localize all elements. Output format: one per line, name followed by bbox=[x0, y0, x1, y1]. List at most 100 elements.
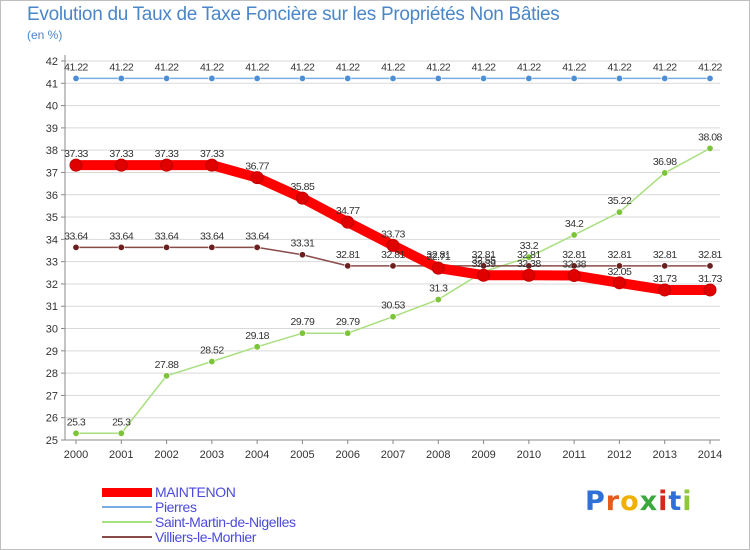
data-point bbox=[703, 283, 717, 297]
data-label: 41.22 bbox=[109, 61, 133, 73]
y-tick-label: 26 bbox=[46, 413, 58, 425]
logo-letter: t bbox=[668, 486, 683, 517]
data-label: 33.64 bbox=[200, 230, 224, 242]
data-point bbox=[344, 74, 352, 82]
data-point bbox=[205, 158, 219, 172]
y-tick-label: 34 bbox=[46, 234, 58, 246]
data-point bbox=[431, 261, 445, 275]
data-label: 35.85 bbox=[291, 181, 315, 193]
data-label: 32.39 bbox=[472, 258, 496, 270]
data-point bbox=[661, 74, 669, 82]
data-point bbox=[117, 74, 125, 82]
chart-title: Evolution du Taux de Taxe Foncière sur l… bbox=[27, 4, 560, 25]
data-label: 29.79 bbox=[336, 316, 360, 328]
data-label: 41.22 bbox=[698, 61, 722, 73]
data-point bbox=[298, 329, 306, 337]
data-label: 33.64 bbox=[245, 230, 269, 242]
data-point bbox=[706, 74, 714, 82]
x-tick-label: 2002 bbox=[154, 449, 178, 461]
data-label: 27.88 bbox=[155, 359, 179, 371]
logo-letter: i bbox=[658, 486, 669, 517]
y-tick-label: 35 bbox=[46, 212, 58, 224]
data-point bbox=[160, 158, 174, 172]
data-point bbox=[72, 243, 80, 251]
data-point bbox=[163, 243, 171, 251]
logo-letter: r bbox=[605, 486, 621, 517]
data-label: 31.3 bbox=[429, 283, 448, 295]
data-point bbox=[567, 268, 581, 282]
data-point bbox=[570, 231, 578, 239]
data-point bbox=[612, 276, 626, 290]
x-tick-label: 2007 bbox=[381, 449, 405, 461]
logo-letter: P bbox=[585, 486, 606, 517]
data-label: 35.22 bbox=[608, 195, 632, 207]
y-tick-label: 42 bbox=[46, 56, 58, 68]
data-label: 37.33 bbox=[200, 148, 224, 160]
x-tick-label: 2004 bbox=[245, 449, 269, 461]
legend-label: Villiers-le-Morhier bbox=[155, 529, 257, 545]
data-label: 32.81 bbox=[472, 249, 496, 261]
y-tick-label: 41 bbox=[46, 78, 58, 90]
y-tick-label: 28 bbox=[46, 368, 58, 380]
data-label: 33.73 bbox=[381, 228, 405, 240]
x-tick-label: 2013 bbox=[652, 449, 676, 461]
proxiti-logo: Proxiti bbox=[585, 486, 693, 517]
y-tick-label: 31 bbox=[46, 301, 58, 313]
data-label: 38.08 bbox=[698, 131, 722, 143]
x-tick-label: 2000 bbox=[64, 449, 88, 461]
x-tick-label: 2010 bbox=[517, 449, 541, 461]
data-point bbox=[298, 74, 306, 82]
logo-letter: o bbox=[620, 486, 640, 517]
data-point bbox=[389, 74, 397, 82]
x-tick-label: 2006 bbox=[335, 449, 359, 461]
legend-swatch bbox=[102, 488, 152, 497]
data-point bbox=[525, 253, 533, 261]
data-point bbox=[114, 158, 128, 172]
data-label: 36.98 bbox=[653, 156, 677, 168]
data-point bbox=[615, 208, 623, 216]
data-point bbox=[658, 283, 672, 297]
legend-label: Saint-Martin-de-Nigelles bbox=[155, 514, 296, 530]
data-point bbox=[522, 268, 536, 282]
legend-label: MAINTENON bbox=[155, 484, 236, 500]
x-tick-label: 2008 bbox=[426, 449, 450, 461]
y-tick-label: 25 bbox=[46, 435, 58, 447]
data-point bbox=[344, 329, 352, 337]
y-tick-label: 30 bbox=[46, 324, 58, 336]
data-label: 41.22 bbox=[426, 61, 450, 73]
data-label: 33.31 bbox=[291, 238, 315, 250]
data-label: 41.22 bbox=[200, 61, 224, 73]
y-tick-label: 27 bbox=[46, 390, 58, 402]
data-label: 32.38 bbox=[562, 258, 586, 270]
data-point bbox=[253, 243, 261, 251]
data-point bbox=[117, 243, 125, 251]
data-label: 32.81 bbox=[653, 249, 677, 261]
data-point bbox=[117, 429, 125, 437]
data-label: 33.2 bbox=[520, 240, 539, 252]
data-point bbox=[253, 74, 261, 82]
data-label: 41.22 bbox=[608, 61, 632, 73]
data-point bbox=[477, 268, 491, 282]
data-point bbox=[72, 74, 80, 82]
data-label: 29.18 bbox=[245, 330, 269, 342]
data-label: 32.81 bbox=[336, 249, 360, 261]
data-label: 32.71 bbox=[426, 251, 450, 263]
data-point bbox=[706, 262, 714, 270]
data-label: 41.22 bbox=[64, 61, 88, 73]
data-point bbox=[208, 74, 216, 82]
data-point bbox=[525, 74, 533, 82]
data-label: 32.81 bbox=[562, 249, 586, 261]
data-point bbox=[250, 171, 264, 185]
data-point bbox=[208, 243, 216, 251]
x-tick-label: 2001 bbox=[109, 449, 133, 461]
data-point bbox=[615, 262, 623, 270]
data-label: 41.22 bbox=[562, 61, 586, 73]
data-label: 32.81 bbox=[698, 249, 722, 261]
series-line-saint-martin-de-nigelles bbox=[75, 147, 711, 435]
y-tick-label: 29 bbox=[46, 346, 58, 358]
data-point bbox=[434, 296, 442, 304]
y-tick-label: 40 bbox=[46, 101, 58, 113]
data-point bbox=[389, 313, 397, 321]
